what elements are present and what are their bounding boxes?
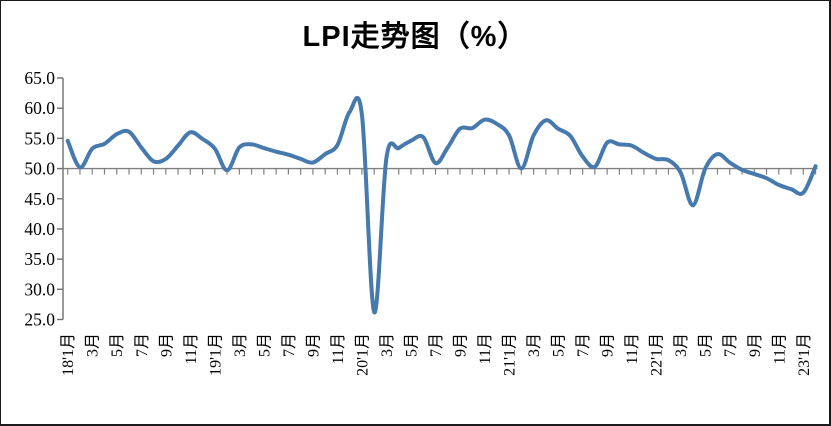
x-axis-label: 7月	[134, 333, 151, 357]
x-axis-label: 20'1月	[354, 333, 371, 376]
x-axis-label: 5月	[698, 333, 715, 357]
x-axis-label: 23'1月	[796, 333, 813, 376]
x-axis-label: 19'1月	[207, 333, 224, 376]
x-axis-label: 22'1月	[649, 333, 666, 376]
x-axis-label: 3月	[379, 333, 396, 357]
y-axis-label: 65.0	[24, 68, 55, 88]
x-axis-label: 5月	[109, 333, 126, 357]
y-axis-label: 35.0	[24, 249, 55, 269]
y-axis-label: 25.0	[24, 310, 55, 330]
chart-title: LPI走势图（%）	[302, 21, 528, 53]
x-axis-label: 7月	[722, 333, 739, 357]
x-axis-label: 7月	[281, 333, 298, 357]
x-axis-label: 11月	[624, 333, 641, 364]
x-axis-label: 21'1月	[502, 333, 519, 376]
y-axis-label: 40.0	[24, 219, 55, 239]
x-axis-label: 11月	[477, 333, 494, 364]
y-axis-label: 30.0	[24, 279, 55, 299]
x-axis-label: 7月	[428, 333, 445, 357]
x-axis-label: 11月	[330, 333, 347, 364]
x-axis-label: 7月	[575, 333, 592, 357]
y-axis-label: 50.0	[24, 159, 55, 179]
x-axis-label: 5月	[403, 333, 420, 357]
x-axis-label: 9月	[747, 333, 764, 357]
x-axis-label: 11月	[771, 333, 788, 364]
x-axis-label: 3月	[526, 333, 543, 357]
x-axis-label: 18'1月	[60, 333, 77, 376]
y-axis-label: 60.0	[24, 98, 55, 118]
x-axis-label: 9月	[305, 333, 322, 357]
x-axis-label: 3月	[85, 333, 102, 357]
lpi-line	[65, 96, 818, 315]
x-axis-label: 11月	[183, 333, 200, 364]
x-axis-label: 5月	[551, 333, 568, 357]
y-axis-label: 45.0	[24, 189, 55, 209]
y-axis-label: 55.0	[24, 128, 55, 148]
x-axis-label: 9月	[158, 333, 175, 357]
x-axis-label: 3月	[232, 333, 249, 357]
x-axis-label: 5月	[256, 333, 273, 357]
x-axis-label: 9月	[600, 333, 617, 357]
x-axis-label: 9月	[453, 333, 470, 357]
x-axis-label: 3月	[673, 333, 690, 357]
